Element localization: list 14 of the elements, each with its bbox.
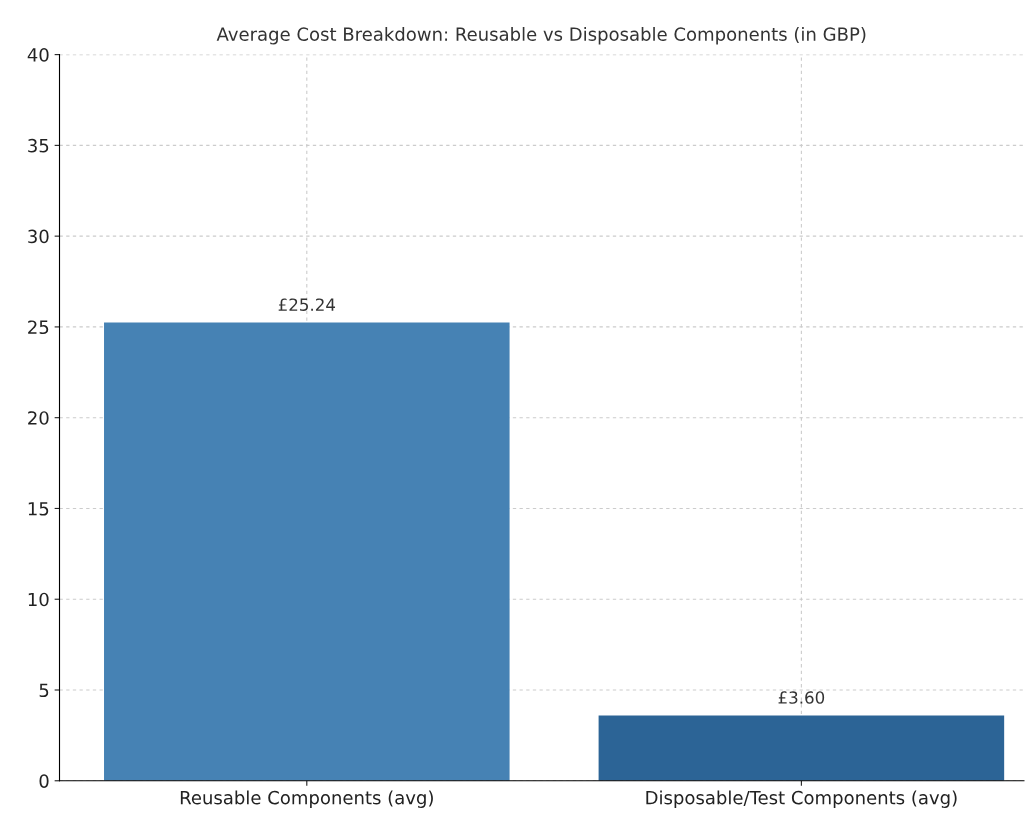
y-tick-label: 35 (28, 138, 49, 153)
data-label: £25.24 (278, 298, 336, 311)
y-tick-label: 5 (39, 683, 49, 698)
y-tick-label: 40 (27, 48, 49, 62)
x-tick-label: Disposable/Test Components (avg) (646, 790, 957, 808)
chart-title: Average Cost Breakdown: Reusable vs Disposable Components (in GBP) (216, 27, 866, 45)
y-tick-label: 30 (28, 229, 49, 244)
data-label: £3.60 (778, 691, 825, 704)
y-tick-label: 10 (28, 592, 49, 607)
y-tick-label: 15 (28, 502, 49, 516)
x-tick-label: Reusable Components (avg) (180, 790, 433, 808)
y-tick-label: 0 (39, 774, 49, 788)
y-tick-label: 25 (28, 320, 49, 335)
y-tick-label: 20 (28, 411, 49, 425)
